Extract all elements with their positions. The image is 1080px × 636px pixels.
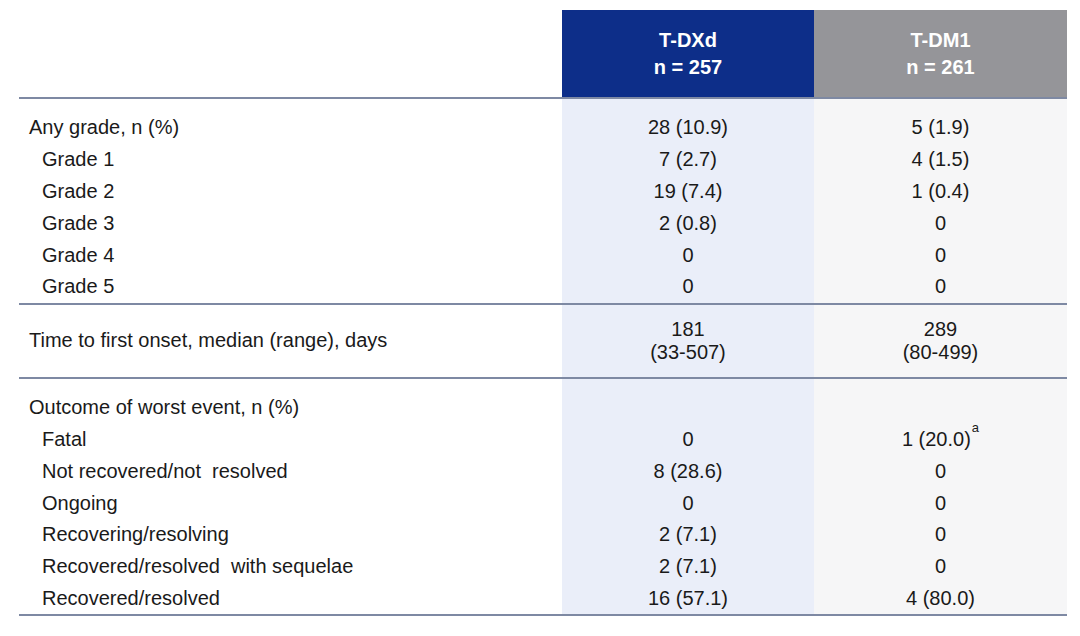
value-cell-tdm1: 0	[814, 239, 1067, 271]
row-label: Grade 1	[19, 144, 562, 176]
column-subtitle: n = 261	[906, 54, 974, 81]
value-cell-tdm1: 0	[814, 519, 1067, 551]
row-label: Any grade, n (%)	[19, 97, 562, 144]
value-cell-tdm1: 1 (20.0)a	[814, 424, 1067, 456]
row-label: Ongoing	[19, 487, 562, 519]
slide-canvas: T-DXd n = 257 T-DM1 n = 261 Any grade, n…	[0, 0, 1080, 636]
row-label: Grade 2	[19, 176, 562, 208]
value-cell-tdxd: 181(33-507)	[562, 303, 814, 377]
value-cell-tdxd: 2 (7.1)	[562, 551, 814, 583]
value-cell-tdxd: 0	[562, 239, 814, 271]
value-cell-tdxd: 0	[562, 487, 814, 519]
value-cell-tdm1: 0	[814, 271, 1067, 303]
value-cell-tdm1: 4 (80.0)	[814, 583, 1067, 617]
row-label: Recovering/resolving	[19, 519, 562, 551]
row-label: Not recovered/not resolved	[19, 455, 562, 487]
value-cell-tdxd: 0	[562, 271, 814, 303]
value-cell-tdm1: 0	[814, 487, 1067, 519]
value-cell-tdm1: 1 (0.4)	[814, 176, 1067, 208]
row-label: Grade 5	[19, 271, 562, 303]
value-cell-tdm1: 289(80-499)	[814, 303, 1067, 377]
row-label: Outcome of worst event, n (%)	[19, 377, 562, 424]
adverse-event-outcomes-table: T-DXd n = 257 T-DM1 n = 261 Any grade, n…	[19, 10, 1067, 616]
value-cell-tdxd: 2 (0.8)	[562, 207, 814, 239]
row-label: Fatal	[19, 424, 562, 456]
column-header-tdm1: T-DM1 n = 261	[814, 10, 1067, 97]
value-cell-tdm1	[814, 377, 1067, 424]
value-cell-tdxd: 0	[562, 424, 814, 456]
value-cell-tdm1: 5 (1.9)	[814, 97, 1067, 144]
value-cell-tdxd: 28 (10.9)	[562, 97, 814, 144]
value-cell-tdxd: 16 (57.1)	[562, 583, 814, 617]
column-title: T-DM1	[911, 27, 971, 54]
value-cell-tdxd: 2 (7.1)	[562, 519, 814, 551]
column-title: T-DXd	[659, 27, 717, 54]
header-empty-cell	[19, 10, 562, 97]
value-cell-tdxd: 7 (2.7)	[562, 144, 814, 176]
column-subtitle: n = 257	[654, 54, 722, 81]
row-label: Time to first onset, median (range), day…	[19, 303, 562, 377]
value-cell-tdm1: 0	[814, 455, 1067, 487]
column-header-tdxd: T-DXd n = 257	[562, 10, 814, 97]
value-cell-tdxd: 19 (7.4)	[562, 176, 814, 208]
row-label: Grade 3	[19, 207, 562, 239]
row-label: Recovered/resolved	[19, 583, 562, 617]
value-cell-tdm1: 4 (1.5)	[814, 144, 1067, 176]
value-cell-tdxd: 8 (28.6)	[562, 455, 814, 487]
value-cell-tdm1: 0	[814, 207, 1067, 239]
footnote-marker: a	[972, 420, 979, 435]
row-label: Recovered/resolved with sequelae	[19, 551, 562, 583]
value-cell-tdxd	[562, 377, 814, 424]
row-label: Grade 4	[19, 239, 562, 271]
value-cell-tdm1: 0	[814, 551, 1067, 583]
